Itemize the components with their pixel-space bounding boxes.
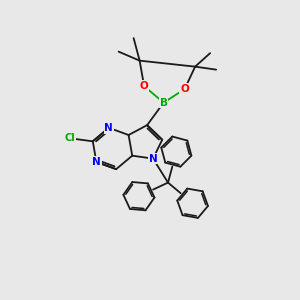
Text: N: N bbox=[149, 154, 158, 164]
Text: O: O bbox=[140, 81, 148, 91]
Text: B: B bbox=[160, 98, 168, 108]
Text: Cl: Cl bbox=[65, 133, 76, 143]
Text: N: N bbox=[104, 123, 113, 133]
Text: O: O bbox=[180, 84, 189, 94]
Text: N: N bbox=[92, 157, 101, 167]
